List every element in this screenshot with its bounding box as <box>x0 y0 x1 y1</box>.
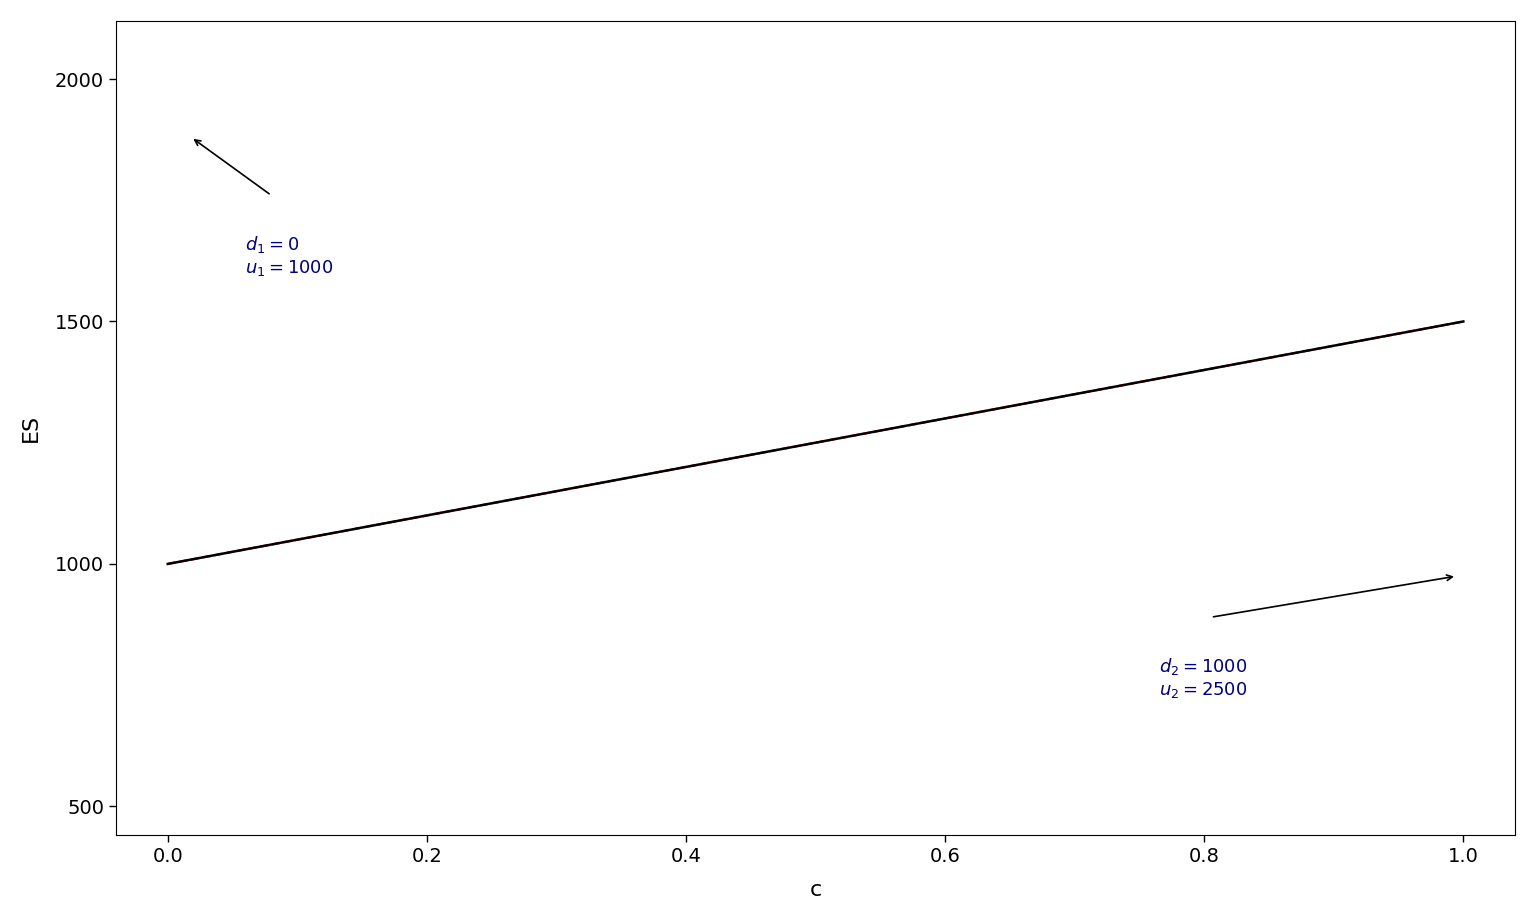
X-axis label: c: c <box>809 880 822 900</box>
Text: $d_2 = 1000$
$u_2 = 2500$: $d_2 = 1000$ $u_2 = 2500$ <box>1158 656 1247 700</box>
Text: $d_1 = 0$
$u_1 = 1000$: $d_1 = 0$ $u_1 = 1000$ <box>246 234 333 278</box>
Y-axis label: ES: ES <box>22 414 41 442</box>
